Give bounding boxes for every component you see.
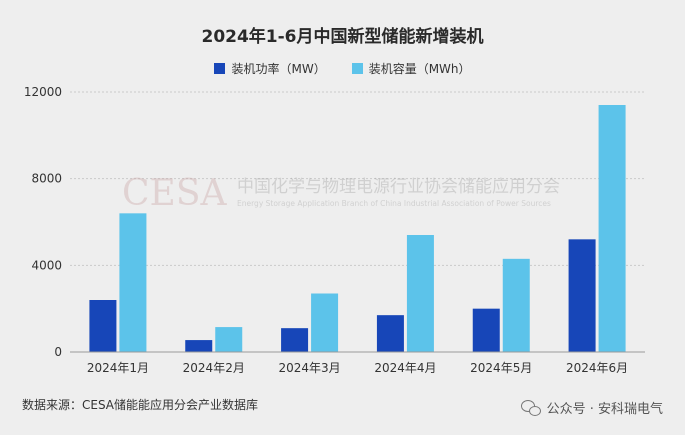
legend-swatch-capacity <box>351 63 363 74</box>
bar-power <box>281 328 309 352</box>
bar-power <box>376 315 404 352</box>
watermark-cn: 中国化学与物理电源行业协会储能应用分会 <box>237 177 560 197</box>
bar-capacity <box>598 105 626 352</box>
legend-item-capacity: 装机容量（MWh） <box>351 60 471 77</box>
y-tick-label: 12000 <box>24 85 62 99</box>
x-tick-label: 2024年3月 <box>278 361 340 375</box>
bar-power <box>568 239 596 352</box>
bar-capacity <box>502 258 530 352</box>
bar-capacity <box>119 213 147 352</box>
footer-text: 公众号 · 安科瑞电气 <box>546 402 663 417</box>
bar-capacity <box>406 235 434 352</box>
footer-account[interactable]: 公众号 · 安科瑞电气 <box>520 398 663 417</box>
x-tick-label: 2024年1月 <box>87 361 149 375</box>
legend-label-capacity: 装机容量（MWh） <box>368 62 471 76</box>
wechat-icon <box>520 399 541 416</box>
legend-swatch-power <box>214 63 226 74</box>
x-tick-label: 2024年2月 <box>183 361 245 375</box>
y-tick-label: 0 <box>54 345 62 359</box>
bar-capacity <box>311 293 339 352</box>
x-tick-label: 2024年6月 <box>566 361 628 375</box>
watermark-en: Energy Storage Application Branch of Chi… <box>237 199 551 208</box>
data-source: 数据来源：CESA储能能应用分会产业数据库 <box>22 398 259 412</box>
bar-power <box>472 308 500 352</box>
bar-power <box>185 340 213 352</box>
y-tick-label: 8000 <box>31 172 62 186</box>
legend-item-power: 装机功率（MW） <box>214 60 326 77</box>
bar-capacity <box>215 327 243 352</box>
watermark-logo: CESA <box>122 173 227 214</box>
bar-power <box>89 300 117 352</box>
legend-label-power: 装机功率（MW） <box>231 62 326 76</box>
x-tick-label: 2024年5月 <box>470 361 532 375</box>
y-tick-label: 4000 <box>31 258 62 272</box>
x-tick-label: 2024年4月 <box>374 361 436 375</box>
watermark: CESA 中国化学与物理电源行业协会储能应用分会 Energy Storage … <box>122 173 560 214</box>
legend: 装机功率（MW） 装机容量（MWh） <box>0 60 685 77</box>
chart-title: 2024年1-6月中国新型储能新增装机 <box>201 27 484 47</box>
